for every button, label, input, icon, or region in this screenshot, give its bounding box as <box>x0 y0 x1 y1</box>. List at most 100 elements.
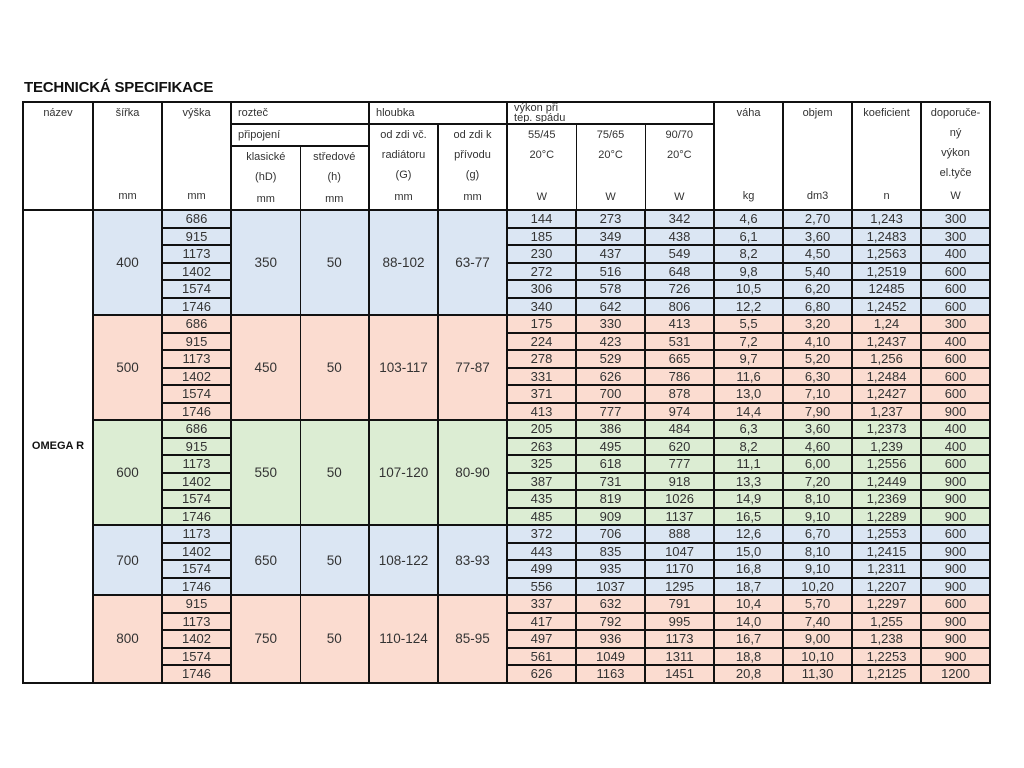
header-label: 75/65 <box>596 129 625 141</box>
output-55-45-cell: 561 <box>506 646 578 666</box>
output-75-65-cell: 642 <box>575 296 647 316</box>
weight-cell: 13,0 <box>713 384 785 404</box>
table-header: název šířka mm výška mm rozteč hloubka výk… <box>22 101 992 211</box>
weight-cell: 4,6 <box>713 209 785 229</box>
table-row: 1746 340 642 806 12,2 6,80 1,2452 600 <box>23 296 992 316</box>
output-55-45-cell: 340 <box>506 296 578 316</box>
height-cell: 1574 <box>161 489 232 509</box>
width-cell: 700 <box>92 524 163 596</box>
output-55-45-cell: 372 <box>506 524 578 544</box>
output-90-70-cell: 665 <box>644 349 716 369</box>
coefficient-cell: 1,2483 <box>851 226 923 246</box>
header-nazev: název <box>22 101 94 211</box>
coefficient-cell: 1,2253 <box>851 646 923 666</box>
output-55-45-cell: 417 <box>506 611 578 631</box>
table-row: 915 224 423 531 7,2 4,10 1,2437 400 <box>23 331 992 351</box>
output-55-45-cell: 443 <box>506 541 578 561</box>
pitch-classic-cell: 450 <box>230 314 301 421</box>
output-90-70-cell: 878 <box>644 384 716 404</box>
volume-cell: 6,20 <box>782 279 854 299</box>
weight-cell: 18,8 <box>713 646 785 666</box>
weight-cell: 16,8 <box>713 559 785 579</box>
height-cell: 1746 <box>161 506 232 526</box>
header-label: výkon při <box>514 103 559 114</box>
output-75-65-cell: 330 <box>575 314 647 334</box>
volume-cell: 5,20 <box>782 349 854 369</box>
height-cell: 1402 <box>161 629 232 649</box>
output-55-45-cell: 278 <box>506 349 578 369</box>
output-75-65-cell: 618 <box>575 454 647 474</box>
volume-cell: 3,60 <box>782 226 854 246</box>
weight-cell: 8,2 <box>713 244 785 264</box>
header-label: 55/45 <box>528 129 556 141</box>
coefficient-cell: 1,24 <box>851 314 923 334</box>
header-label: el.tyče <box>939 167 972 179</box>
output-75-65-cell: 835 <box>575 541 647 561</box>
header-label: 90/70 <box>665 129 694 141</box>
output-75-65-cell: 386 <box>575 419 647 439</box>
header-75-65: 75/65 20°C W <box>575 123 646 211</box>
height-cell: 1402 <box>161 366 232 386</box>
output-55-45-cell: 387 <box>506 471 578 491</box>
output-55-45-cell: 337 <box>506 594 578 614</box>
coefficient-cell: 12485 <box>851 279 923 299</box>
output-75-65-cell: 909 <box>575 506 647 526</box>
header-unit: W <box>605 191 616 203</box>
pitch-classic-cell: 650 <box>230 524 301 596</box>
table-row: 1173 417 792 995 14,0 7,40 1,255 900 <box>23 611 992 631</box>
width-cell: 500 <box>92 314 163 421</box>
header-odzdi-radiatoru: od zdi vč. radiátoru (G) mm <box>368 123 439 211</box>
header-label: radiátoru <box>381 149 426 161</box>
output-90-70-cell: 484 <box>644 419 716 439</box>
table-row: OMEGA R 400 686 350 50 88-102 63-77 144 273 342 4,… <box>22 209 992 684</box>
table-row: 1574 561 1049 1311 18,8 10,10 1,2253 900 <box>23 646 992 666</box>
height-cell: 1402 <box>161 541 232 561</box>
depth-supply-cell: 85-95 <box>436 594 509 684</box>
output-90-70-cell: 1170 <box>644 559 716 579</box>
volume-cell: 6,30 <box>782 366 854 386</box>
volume-cell: 4,10 <box>782 331 854 351</box>
header-label: ný <box>949 127 962 139</box>
header-label: středové <box>313 151 356 163</box>
output-75-65-cell: 777 <box>575 401 647 421</box>
output-90-70-cell: 1295 <box>644 576 716 596</box>
depth-radiator-cell: 103-117 <box>368 314 439 421</box>
recommended-power-cell: 900 <box>920 559 992 579</box>
volume-cell: 9,00 <box>782 629 854 649</box>
recommended-power-cell: 1200 <box>920 664 992 684</box>
output-75-65-cell: 1049 <box>575 646 647 666</box>
header-label: váha <box>736 107 761 119</box>
coefficient-cell: 1,2369 <box>851 489 923 509</box>
recommended-power-cell: 900 <box>920 611 992 631</box>
table-row: 1574 306 578 726 10,5 6,20 12485 600 <box>23 279 992 299</box>
table-row: 1173 325 618 777 11,1 6,00 1,2556 600 <box>23 454 992 474</box>
header-label: objem <box>802 107 833 119</box>
output-55-45-cell: 224 <box>506 331 578 351</box>
header-label: (h) <box>327 171 341 183</box>
output-75-65-cell: 632 <box>575 594 647 614</box>
header-unit: W <box>950 190 961 202</box>
weight-cell: 12,6 <box>713 524 785 544</box>
header-90-70: 90/70 20°C W <box>644 123 716 211</box>
volume-cell: 6,00 <box>782 454 854 474</box>
output-90-70-cell: 777 <box>644 454 716 474</box>
coefficient-cell: 1,2311 <box>851 559 923 579</box>
volume-cell: 5,40 <box>782 261 854 281</box>
recommended-power-cell: 300 <box>920 209 992 229</box>
header-unit: mm <box>463 191 482 203</box>
header-unit: mm <box>118 190 137 202</box>
depth-supply-cell: 77-87 <box>436 314 509 421</box>
product-name: OMEGA R <box>22 209 94 684</box>
weight-cell: 11,1 <box>713 454 785 474</box>
header-pripojeni: připojení <box>230 123 370 147</box>
weight-cell: 14,9 <box>713 489 785 509</box>
recommended-power-cell: 600 <box>920 524 992 544</box>
output-55-45-cell: 413 <box>506 401 578 421</box>
header-label: klasické <box>246 151 286 163</box>
height-cell: 1173 <box>161 524 232 544</box>
recommended-power-cell: 600 <box>920 279 992 299</box>
output-55-45-cell: 263 <box>506 436 578 456</box>
header-label: koeficient <box>863 107 910 119</box>
weight-cell: 9,8 <box>713 261 785 281</box>
depth-radiator-cell: 88-102 <box>368 209 439 316</box>
